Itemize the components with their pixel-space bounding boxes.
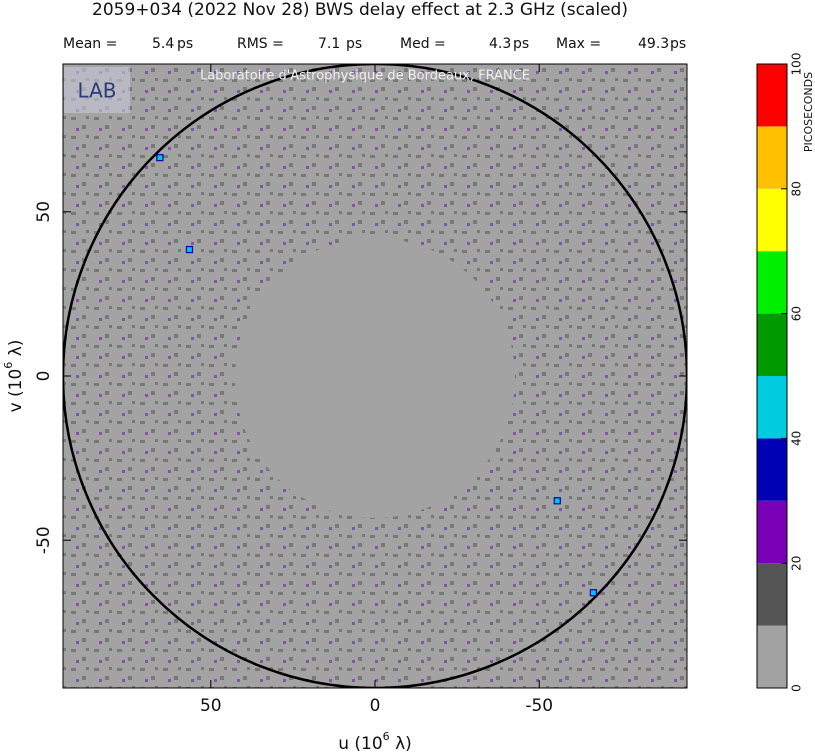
point [185,245,194,254]
x-label-sup: 6 [383,730,390,743]
stat-label: RMS = [237,36,284,52]
stats-row: Mean = 5.4 ps RMS = 7.1 ps Med = 4.3 ps Max = 49.3… [63,36,686,52]
chart-title: 2059+034 (2022 Nov 28) BWS delay effect … [92,0,628,20]
colorbar-bin [757,188,787,252]
point [156,154,164,162]
y-label-sup: 6 [2,362,15,369]
y-axis-label: v (106 λ) [2,340,26,413]
stat-label: Max = [556,36,601,52]
logo: LAB [77,79,116,103]
x-tick-label: 0 [370,696,381,716]
y-tick-label: -50 [34,526,54,554]
stat-value: 5.4 [152,36,174,52]
stat-value: 49.3 [638,36,669,52]
stat-unit: ps [346,36,362,52]
x-label-start: u (10 [338,734,382,754]
colorbar-bin [757,313,787,376]
stat-label: Med = [400,36,446,52]
stat-unit: ps [670,36,686,52]
center-clear [235,238,515,518]
stat-value: 4.3 [489,36,511,52]
colorbar-tick-label: 60 [790,306,804,321]
plot [63,64,687,688]
colorbar-tick-label: 20 [790,556,804,571]
colorbar-bin [757,64,787,127]
colorbar-bin [757,251,787,314]
colorbar-tick-label: 0 [790,684,804,692]
point [553,497,561,505]
y-label-end: λ) [6,340,26,362]
colorbar-tick-label: 80 [790,181,804,196]
colorbar-bin [757,563,787,626]
colorbar-bin [757,438,787,501]
stat-unit: ps [177,36,193,52]
colorbar-label: PICOSECONDS [802,72,815,152]
x-tick-label: -50 [525,696,553,716]
x-tick-label: 50 [200,696,222,716]
y-label-start: v (10 [6,369,26,413]
colorbar-tick-label: 40 [790,431,804,446]
x-label-end: λ) [390,734,412,754]
colorbar-bin [757,625,787,688]
x-axis-label: u (106 λ) [338,730,412,754]
colorbar-tick-label: 100 [790,53,804,76]
stat-unit: ps [513,36,529,52]
stat-label: Mean = [63,36,117,52]
colorbar-bin [757,500,787,564]
point [589,589,598,597]
colorbar-frame [756,63,788,689]
colorbar-bin [757,376,787,439]
colorbar-bin [757,126,787,189]
y-tick-label: 0 [34,371,54,382]
watermark: Laboratoire d'Astrophysique de Bordeaux,… [200,69,530,84]
logo-box [64,67,130,113]
y-tick-label: 50 [34,201,54,223]
stat-value: 7.1 [318,36,340,52]
